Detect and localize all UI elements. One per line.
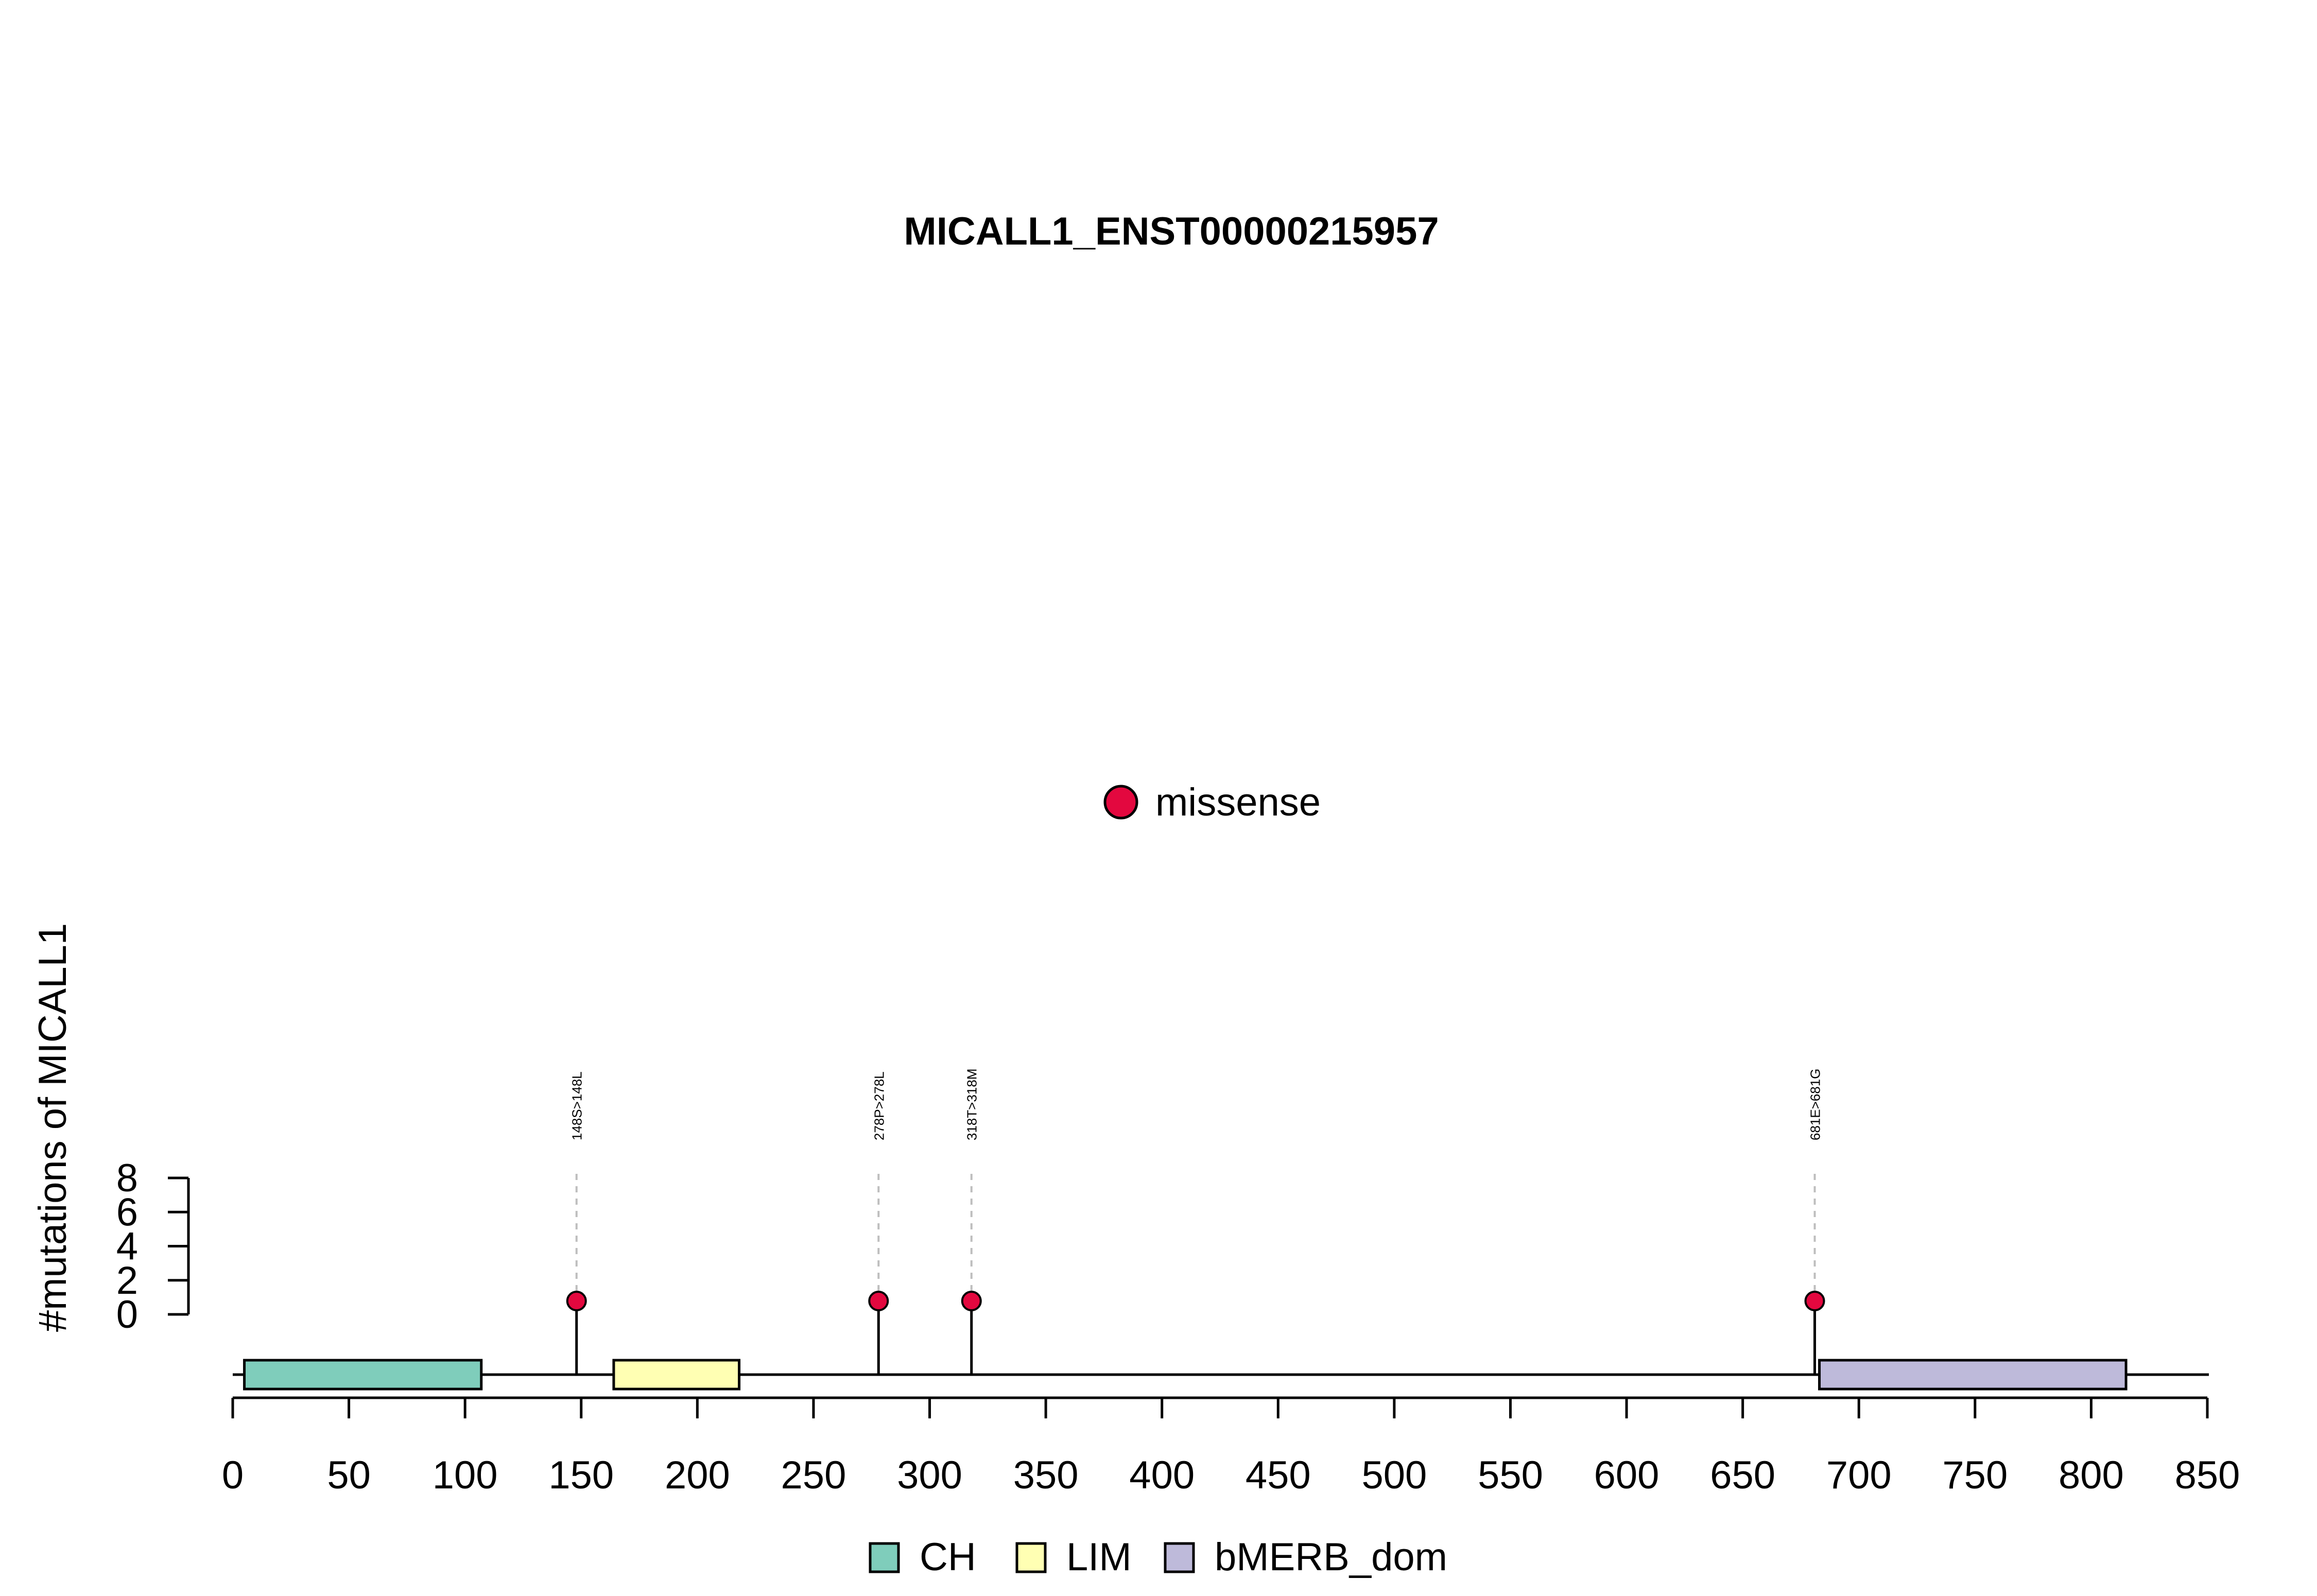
domain-legend-label: LIM — [1066, 1535, 1132, 1579]
x-tick-label: 50 — [327, 1453, 371, 1497]
mutation-point — [566, 1291, 587, 1311]
x-axis: 0 50 100 150 200 250 300 350 400 450 500 550 600 650 7… — [222, 1396, 2240, 1497]
x-tick-label: 350 — [1013, 1453, 1079, 1497]
mutation-legend-label: missense — [1155, 780, 1321, 824]
x-tick-label: 750 — [1942, 1453, 2008, 1497]
y-tick-label: 0 — [116, 1293, 138, 1337]
mutation-legend-swatch — [1103, 785, 1138, 820]
x-tick-label: 150 — [548, 1453, 614, 1497]
domain-box — [612, 1359, 741, 1391]
y-tick-label: 4 — [116, 1225, 138, 1269]
x-tick-label: 300 — [897, 1453, 962, 1497]
domain-legend: CH LIM bMERB_dom — [869, 1535, 1447, 1579]
mutation-point — [868, 1291, 889, 1311]
mutation-label: 681E>681G — [1808, 1068, 1823, 1140]
x-tick-label: 500 — [1361, 1453, 1427, 1497]
x-tick-label: 850 — [2175, 1453, 2240, 1497]
y-axis-label: #mutations of MICALL1 — [31, 923, 75, 1332]
mutation-label: 318T>318M — [964, 1069, 980, 1140]
domain-legend-label: bMERB_dom — [1215, 1535, 1447, 1579]
domain-legend-swatch — [869, 1542, 900, 1573]
mutation-legend: missense — [1103, 780, 1321, 824]
mutation-point — [961, 1291, 982, 1311]
mutation-label: 148S>148L — [569, 1071, 585, 1140]
domain-box — [1818, 1359, 2128, 1391]
mutation-point — [1804, 1291, 1825, 1311]
x-tick-label: 800 — [2059, 1453, 2124, 1497]
domain-boxes — [243, 1359, 2128, 1391]
x-tick-label: 250 — [781, 1453, 846, 1497]
chart-title: MICALL1_ENST00000215957 — [904, 210, 1439, 253]
mutation-label: 278P>278L — [871, 1071, 887, 1140]
y-tick-label: 6 — [116, 1190, 138, 1234]
domain-legend-swatch — [1164, 1542, 1195, 1573]
x-tick-label: 0 — [222, 1453, 244, 1497]
x-tick-label: 700 — [1826, 1453, 1892, 1497]
domain-legend-label: CH — [920, 1535, 976, 1579]
x-tick-label: 550 — [1478, 1453, 1543, 1497]
x-tick-label: 450 — [1246, 1453, 1311, 1497]
mutation-lollipops: 148S>148L 278P>278L 318T>318M 681E>681G — [566, 1068, 1825, 1375]
y-tick-label: 8 — [116, 1156, 138, 1200]
domain-legend-swatch — [1015, 1542, 1047, 1573]
domain-box — [243, 1359, 483, 1391]
x-tick-label: 200 — [665, 1453, 730, 1497]
y-tick-label: 2 — [116, 1259, 138, 1303]
x-tick-label: 100 — [433, 1453, 498, 1497]
x-tick-label: 400 — [1129, 1453, 1195, 1497]
x-tick-label: 650 — [1710, 1453, 1775, 1497]
x-tick-label: 600 — [1594, 1453, 1659, 1497]
